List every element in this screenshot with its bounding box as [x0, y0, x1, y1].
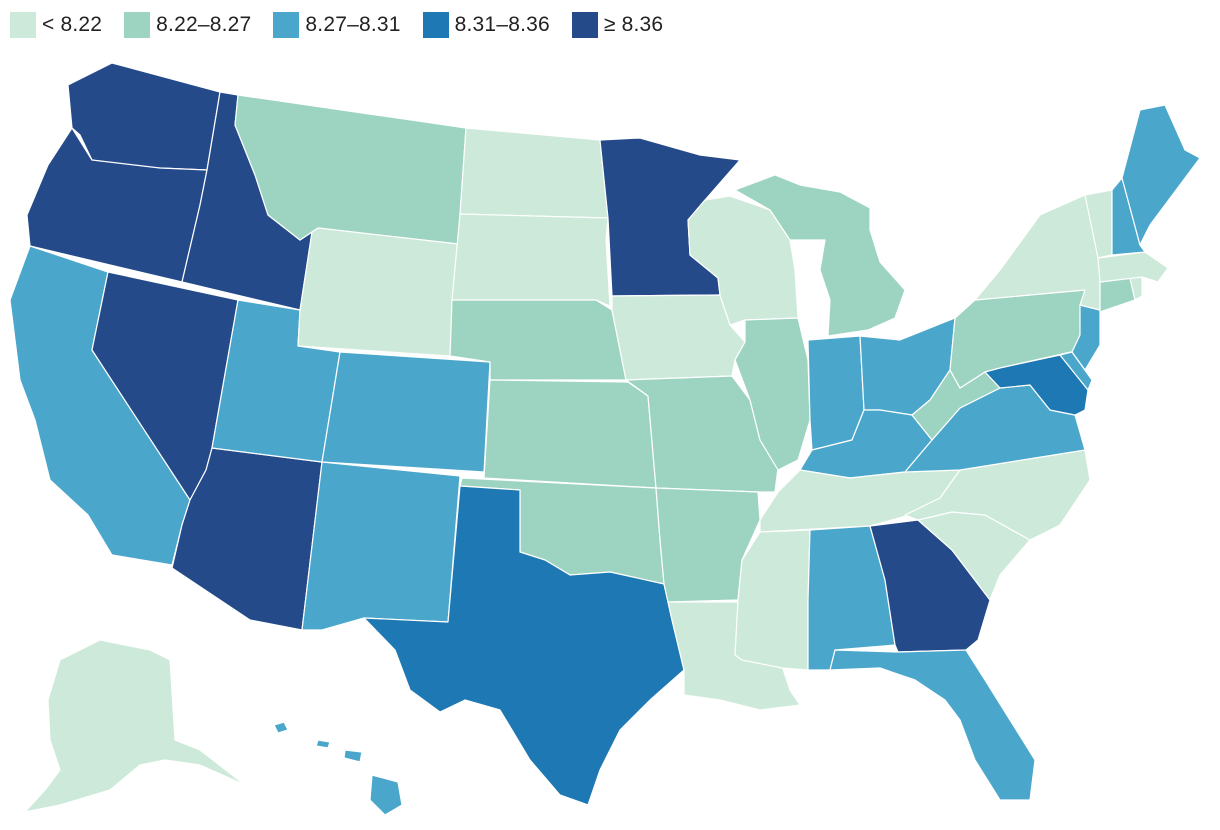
legend-label: < 8.22 [42, 13, 103, 36]
hi-island-big [369, 774, 403, 816]
legend-label: 8.31–8.36 [454, 13, 550, 36]
legend-item: 8.22–8.27 [124, 12, 251, 38]
legend-label: 8.22–8.27 [156, 13, 252, 36]
hi-island-kauai [273, 721, 289, 734]
legend-swatch [422, 12, 449, 38]
state-wy[interactable] [297, 227, 459, 357]
state-ne[interactable] [449, 299, 627, 381]
legend-swatch [124, 12, 151, 38]
state-md[interactable] [984, 354, 1089, 416]
state-il[interactable] [734, 317, 811, 471]
legend-label: ≥ 8.36 [603, 13, 664, 36]
hi-island-maui [343, 749, 363, 763]
legend-item: ≥ 8.36 [571, 12, 664, 38]
state-mo[interactable] [625, 375, 779, 493]
legend-item: 8.27–8.31 [273, 12, 400, 38]
state-hi[interactable] [273, 721, 403, 816]
state-tx[interactable] [363, 485, 685, 806]
state-ks[interactable] [483, 379, 657, 489]
state-nc[interactable] [904, 449, 1091, 541]
legend-swatch [10, 12, 36, 38]
state-nh[interactable] [1111, 177, 1146, 256]
legend-label: 8.27–8.31 [305, 13, 401, 36]
state-wa[interactable] [67, 62, 221, 171]
map-legend: < 8.22 8.22–8.27 8.27–8.31 8.31–8.36 ≥ 8… [10, 12, 685, 38]
legend-swatch [571, 12, 598, 38]
state-sd[interactable] [451, 213, 611, 307]
state-me[interactable] [1121, 104, 1201, 246]
state-co[interactable] [321, 351, 491, 473]
legend-item: 8.31–8.36 [422, 12, 550, 38]
state-fl[interactable] [829, 649, 1036, 801]
hi-island-oahu [315, 739, 331, 749]
state-nd[interactable] [459, 127, 609, 219]
state-ak[interactable] [24, 639, 246, 813]
legend-swatch [273, 12, 300, 38]
state-mi[interactable] [734, 174, 906, 337]
state-ma[interactable] [1097, 251, 1169, 283]
legend-item: < 8.22 [10, 12, 102, 38]
state-nm[interactable] [301, 461, 461, 631]
state-de[interactable] [1059, 351, 1093, 391]
state-ct[interactable] [1099, 277, 1136, 313]
